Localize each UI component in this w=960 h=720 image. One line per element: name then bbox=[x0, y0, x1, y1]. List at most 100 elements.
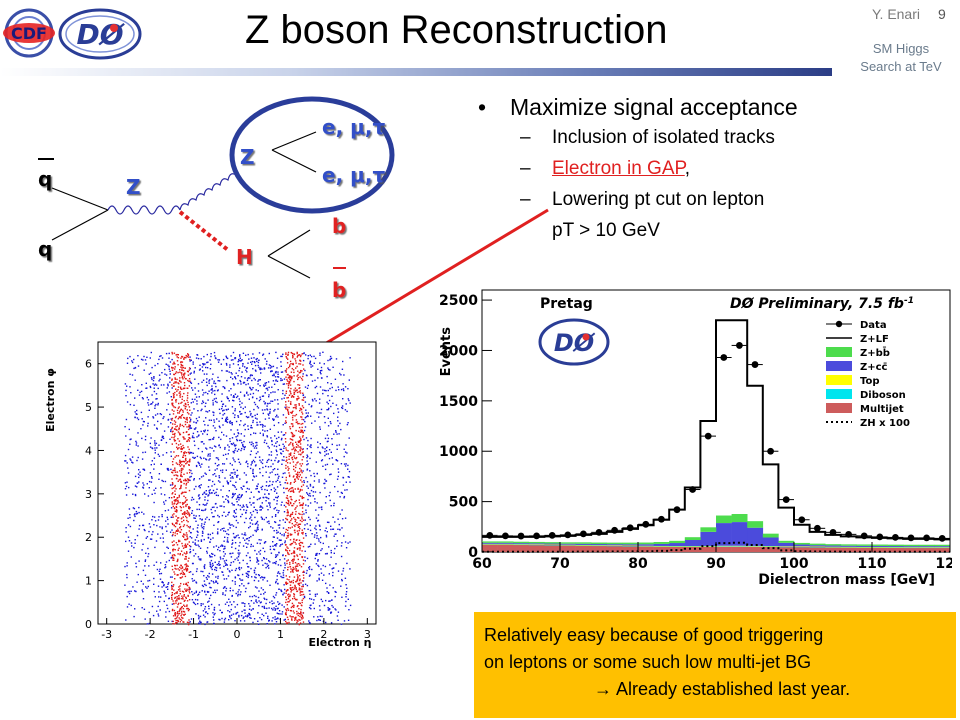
stack-bin-top bbox=[544, 544, 561, 546]
data-point bbox=[564, 531, 572, 539]
scatter-y-tick-label: 2 bbox=[85, 531, 92, 544]
stack-bin-multijet bbox=[544, 545, 561, 552]
legend-entry: Z+bb̄ bbox=[860, 346, 890, 359]
data-point bbox=[626, 524, 634, 532]
stack-bin-multijet bbox=[809, 547, 826, 552]
chart-x-tick-label: 120 bbox=[935, 556, 952, 572]
stack-bin-zbb bbox=[825, 544, 842, 546]
stack-bin-diboson bbox=[794, 546, 810, 548]
stack-bin-top bbox=[716, 545, 732, 547]
data-point bbox=[814, 524, 821, 532]
stack-bin-zbb bbox=[575, 542, 592, 544]
stack-bin-zbb bbox=[794, 542, 810, 545]
stack-bin-diboson bbox=[840, 547, 857, 548]
lepton1-label: e, μ,τ bbox=[322, 115, 385, 139]
stack-bin-top bbox=[482, 543, 498, 545]
sub-bullet-1-text: Inclusion of isolated tracks bbox=[552, 127, 775, 148]
bullet-list: Maximize signal acceptance – Inclusion o… bbox=[478, 92, 878, 246]
stack-bin-multijet bbox=[638, 546, 654, 552]
stack-bin-zcc bbox=[653, 543, 670, 546]
stack-bin-diboson bbox=[778, 546, 795, 548]
legend-entry: Data bbox=[860, 320, 887, 331]
stack-bin-top bbox=[684, 546, 701, 547]
antiquark-label: q bbox=[38, 167, 52, 191]
stack-bin-zcc bbox=[934, 546, 951, 548]
stack-bin-diboson bbox=[606, 545, 623, 547]
chart-x-tick-label: 60 bbox=[472, 556, 492, 572]
stack-bin-top bbox=[918, 547, 935, 548]
data-point bbox=[767, 447, 774, 455]
sub-bullet-3-continuation: pT > 10 GeV bbox=[478, 215, 878, 246]
cdf-logo: CDF bbox=[2, 8, 56, 58]
stack-bin-multijet bbox=[482, 544, 498, 552]
stack-bin-zbb bbox=[903, 544, 920, 547]
b-quark-label: b bbox=[332, 214, 346, 238]
lepton1-line bbox=[271, 131, 317, 151]
stack-bin-zcc bbox=[684, 540, 701, 547]
data-point bbox=[704, 432, 712, 440]
stack-bin-multijet bbox=[856, 547, 873, 552]
stack-bin-diboson bbox=[887, 547, 904, 548]
stack-bin-top bbox=[887, 547, 904, 548]
z-outgoing bbox=[179, 173, 237, 211]
stack-bin-diboson bbox=[747, 546, 764, 547]
stack-bin-zbb bbox=[872, 544, 888, 546]
stack-bin-multijet bbox=[747, 546, 764, 552]
dash-3: – bbox=[520, 189, 531, 210]
z-propagator bbox=[107, 205, 181, 215]
stack-bin-top bbox=[653, 545, 670, 547]
stack-bin-zbb bbox=[747, 521, 764, 528]
dash-2: – bbox=[520, 158, 531, 179]
stack-bin-multijet bbox=[653, 546, 670, 552]
z-boson-label: Z bbox=[240, 145, 255, 169]
stack-bin-diboson bbox=[622, 545, 639, 547]
stack-bin-zbb bbox=[560, 542, 576, 544]
chart-xlabel: Dielectron mass [GeV] bbox=[758, 572, 935, 588]
scatter-ylabel: Electron φ bbox=[44, 368, 57, 432]
stack-bin-zbb bbox=[700, 527, 717, 532]
data-point bbox=[502, 532, 509, 540]
scatter-x-tick-label: 2 bbox=[320, 628, 327, 641]
stack-bin-zcc bbox=[544, 543, 561, 545]
stack-bin-zcc bbox=[918, 546, 935, 548]
stack-bin-diboson bbox=[513, 544, 530, 546]
stack-bin-zcc bbox=[903, 546, 920, 548]
b-antiquark-label: b bbox=[332, 278, 346, 302]
svg-text:DØ: DØ bbox=[554, 329, 596, 357]
page-number: 9 bbox=[938, 6, 946, 22]
stack-bin-zcc bbox=[747, 527, 764, 546]
page-title: Z boson Reconstruction bbox=[245, 8, 668, 52]
stack-bin-zcc bbox=[731, 522, 748, 546]
stack-bin-multijet bbox=[934, 547, 951, 552]
experiment-label-text: DØ Preliminary, 7.5 fb bbox=[730, 296, 904, 312]
stack-bin-zbb bbox=[716, 515, 732, 524]
scatter-x-tick-label: -3 bbox=[101, 628, 112, 641]
stack-bin-zcc bbox=[794, 544, 810, 547]
stack-bin-zbb bbox=[544, 542, 561, 544]
stack-bin-diboson bbox=[684, 546, 701, 547]
stack-bin-diboson bbox=[856, 547, 873, 548]
scatter-xlabel: Electron η bbox=[309, 636, 372, 649]
stack-bin-zcc bbox=[872, 545, 888, 547]
stack-bin-top bbox=[747, 545, 764, 547]
stack-bin-multijet bbox=[731, 546, 748, 552]
electron-gap-link[interactable]: Electron in GAP bbox=[552, 158, 685, 179]
stack-bin-zcc bbox=[716, 523, 732, 546]
stack-bin-top bbox=[731, 545, 748, 547]
stack-bin-multijet bbox=[513, 544, 530, 552]
scatter-y-tick-label: 0 bbox=[85, 618, 92, 631]
data-point bbox=[642, 520, 650, 528]
stack-bin-zcc bbox=[513, 543, 530, 545]
b-line bbox=[267, 229, 311, 257]
data-point bbox=[892, 533, 899, 541]
scatter-frame bbox=[97, 341, 377, 625]
stack-bin-top bbox=[934, 547, 951, 548]
stack-bin-top bbox=[622, 545, 639, 547]
stack-bin-multijet bbox=[700, 546, 717, 552]
data-point bbox=[938, 534, 946, 542]
stack-bin-top bbox=[560, 544, 576, 546]
chart-x-tick-label: 90 bbox=[706, 556, 726, 572]
arrow-icon: → bbox=[594, 679, 612, 699]
stack-bin-zcc bbox=[638, 544, 654, 546]
stack-bin-diboson bbox=[918, 547, 935, 549]
